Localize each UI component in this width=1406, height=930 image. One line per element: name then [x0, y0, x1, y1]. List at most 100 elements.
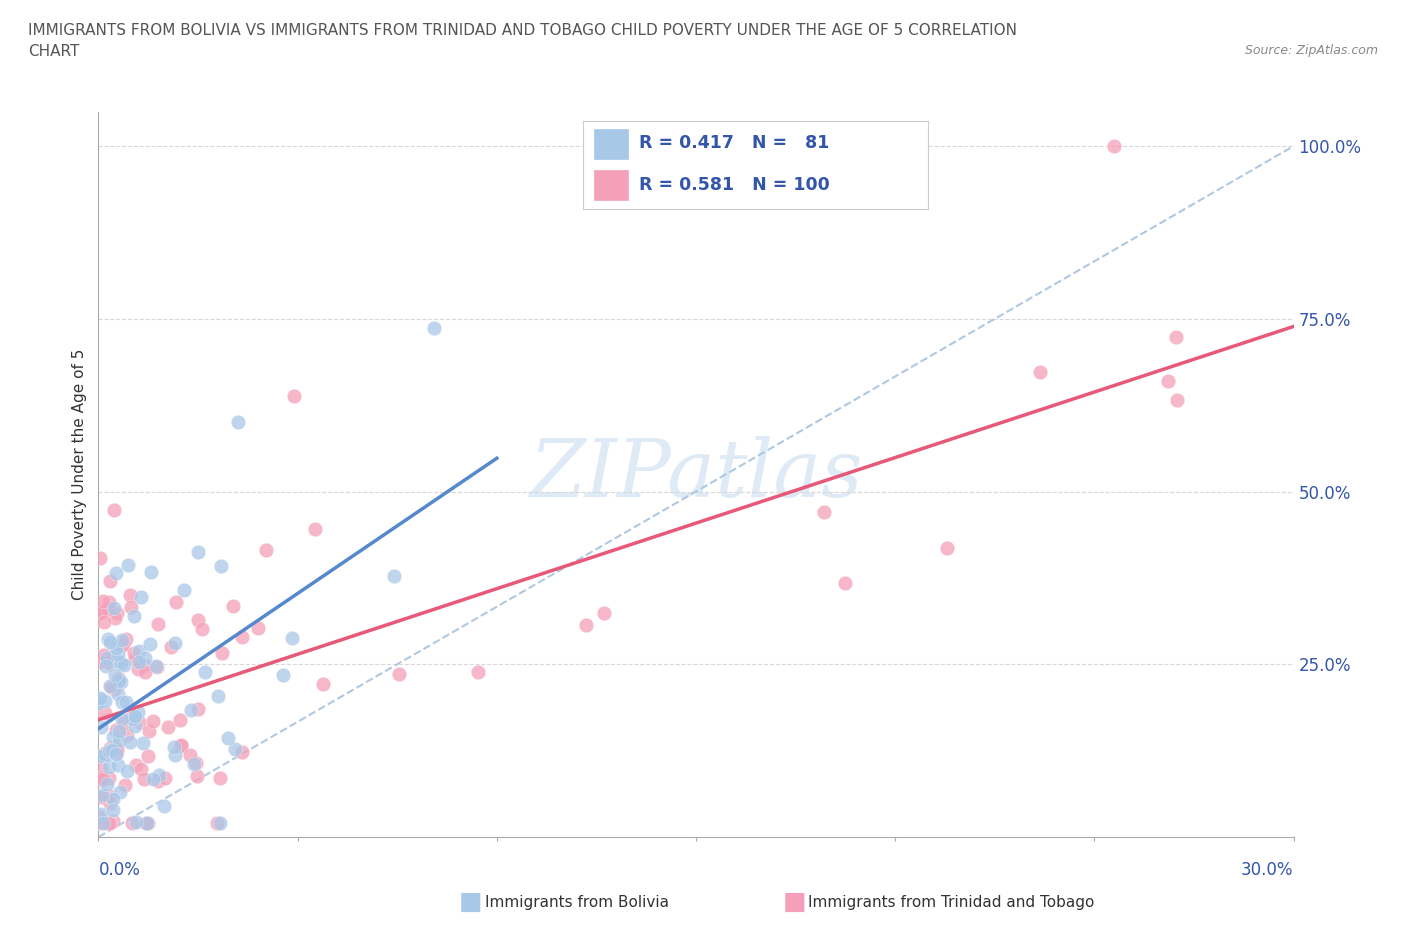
- Point: [98, 741, 121, 756]
- Point: [124, 719, 146, 734]
- Point: [121, 600, 143, 615]
- Point: [146, 660, 169, 675]
- Point: [110, 674, 132, 689]
- Point: [120, 735, 142, 750]
- Point: [93, 615, 115, 630]
- Point: [163, 635, 186, 650]
- Point: [100, 678, 122, 693]
- Point: [108, 785, 131, 800]
- Point: [94, 746, 117, 761]
- Point: [127, 662, 149, 677]
- Point: [90, 770, 112, 785]
- Point: [231, 744, 253, 759]
- Text: ■: ■: [460, 890, 482, 914]
- Point: [139, 565, 162, 579]
- Point: [107, 744, 129, 759]
- Point: [207, 688, 229, 703]
- Point: [105, 723, 128, 737]
- Point: [111, 638, 134, 653]
- Point: [108, 671, 131, 686]
- Point: [108, 734, 131, 749]
- Point: [231, 630, 253, 644]
- Point: [104, 668, 127, 683]
- Point: [111, 636, 134, 651]
- Point: [120, 588, 142, 603]
- Point: [98, 760, 121, 775]
- Point: [112, 658, 135, 672]
- Point: [107, 673, 129, 688]
- Point: [180, 703, 202, 718]
- Point: [283, 389, 305, 404]
- Point: [254, 543, 277, 558]
- Point: [138, 724, 160, 738]
- Point: [94, 658, 117, 673]
- Point: [105, 741, 128, 756]
- Point: [139, 637, 162, 652]
- Point: [107, 724, 129, 738]
- Point: [103, 600, 125, 615]
- Point: [184, 755, 207, 770]
- Point: [217, 730, 239, 745]
- Point: [104, 640, 127, 655]
- Point: [115, 631, 138, 646]
- Point: [97, 744, 120, 759]
- Point: [186, 769, 208, 784]
- Point: [97, 631, 120, 646]
- Point: [96, 650, 118, 665]
- Point: [110, 656, 132, 671]
- Point: [107, 646, 129, 661]
- Point: [224, 741, 246, 756]
- Point: [187, 701, 209, 716]
- Point: [90, 788, 112, 803]
- Point: [125, 758, 148, 773]
- Point: [105, 747, 128, 762]
- Text: 0.0%: 0.0%: [98, 860, 141, 879]
- Point: [89, 690, 111, 705]
- Point: [87, 696, 110, 711]
- Point: [194, 665, 217, 680]
- Point: [105, 653, 128, 668]
- Point: [226, 415, 249, 430]
- Point: [142, 772, 165, 787]
- Point: [98, 796, 121, 811]
- Bar: [593, 170, 628, 201]
- Point: [101, 743, 124, 758]
- Point: [90, 761, 112, 776]
- Point: [129, 762, 152, 777]
- Point: [98, 816, 121, 830]
- Point: [89, 749, 111, 764]
- Point: [87, 655, 110, 670]
- Point: [271, 668, 294, 683]
- Point: [160, 640, 183, 655]
- Point: [101, 791, 124, 806]
- Point: [136, 816, 159, 830]
- Point: [91, 593, 114, 608]
- Point: [467, 665, 489, 680]
- Point: [422, 321, 444, 336]
- Point: [115, 764, 138, 778]
- Point: [104, 565, 127, 580]
- Point: [136, 749, 159, 764]
- Point: [148, 774, 170, 789]
- Point: [593, 605, 616, 620]
- Point: [170, 738, 193, 753]
- Point: [132, 771, 155, 786]
- Text: R = 0.581   N = 100: R = 0.581 N = 100: [638, 176, 830, 193]
- Point: [134, 651, 156, 666]
- Point: [105, 606, 128, 621]
- Point: [90, 772, 112, 787]
- Point: [209, 816, 232, 830]
- Text: CHART: CHART: [28, 44, 80, 59]
- Point: [98, 574, 121, 589]
- Point: [91, 771, 114, 786]
- Point: [124, 708, 146, 723]
- Point: [209, 559, 232, 574]
- Point: [111, 711, 134, 726]
- Point: [89, 605, 111, 620]
- Point: [97, 816, 120, 830]
- Point: [111, 632, 134, 647]
- Point: [115, 728, 138, 743]
- Point: [134, 664, 156, 679]
- Point: [128, 655, 150, 670]
- Point: [87, 816, 110, 830]
